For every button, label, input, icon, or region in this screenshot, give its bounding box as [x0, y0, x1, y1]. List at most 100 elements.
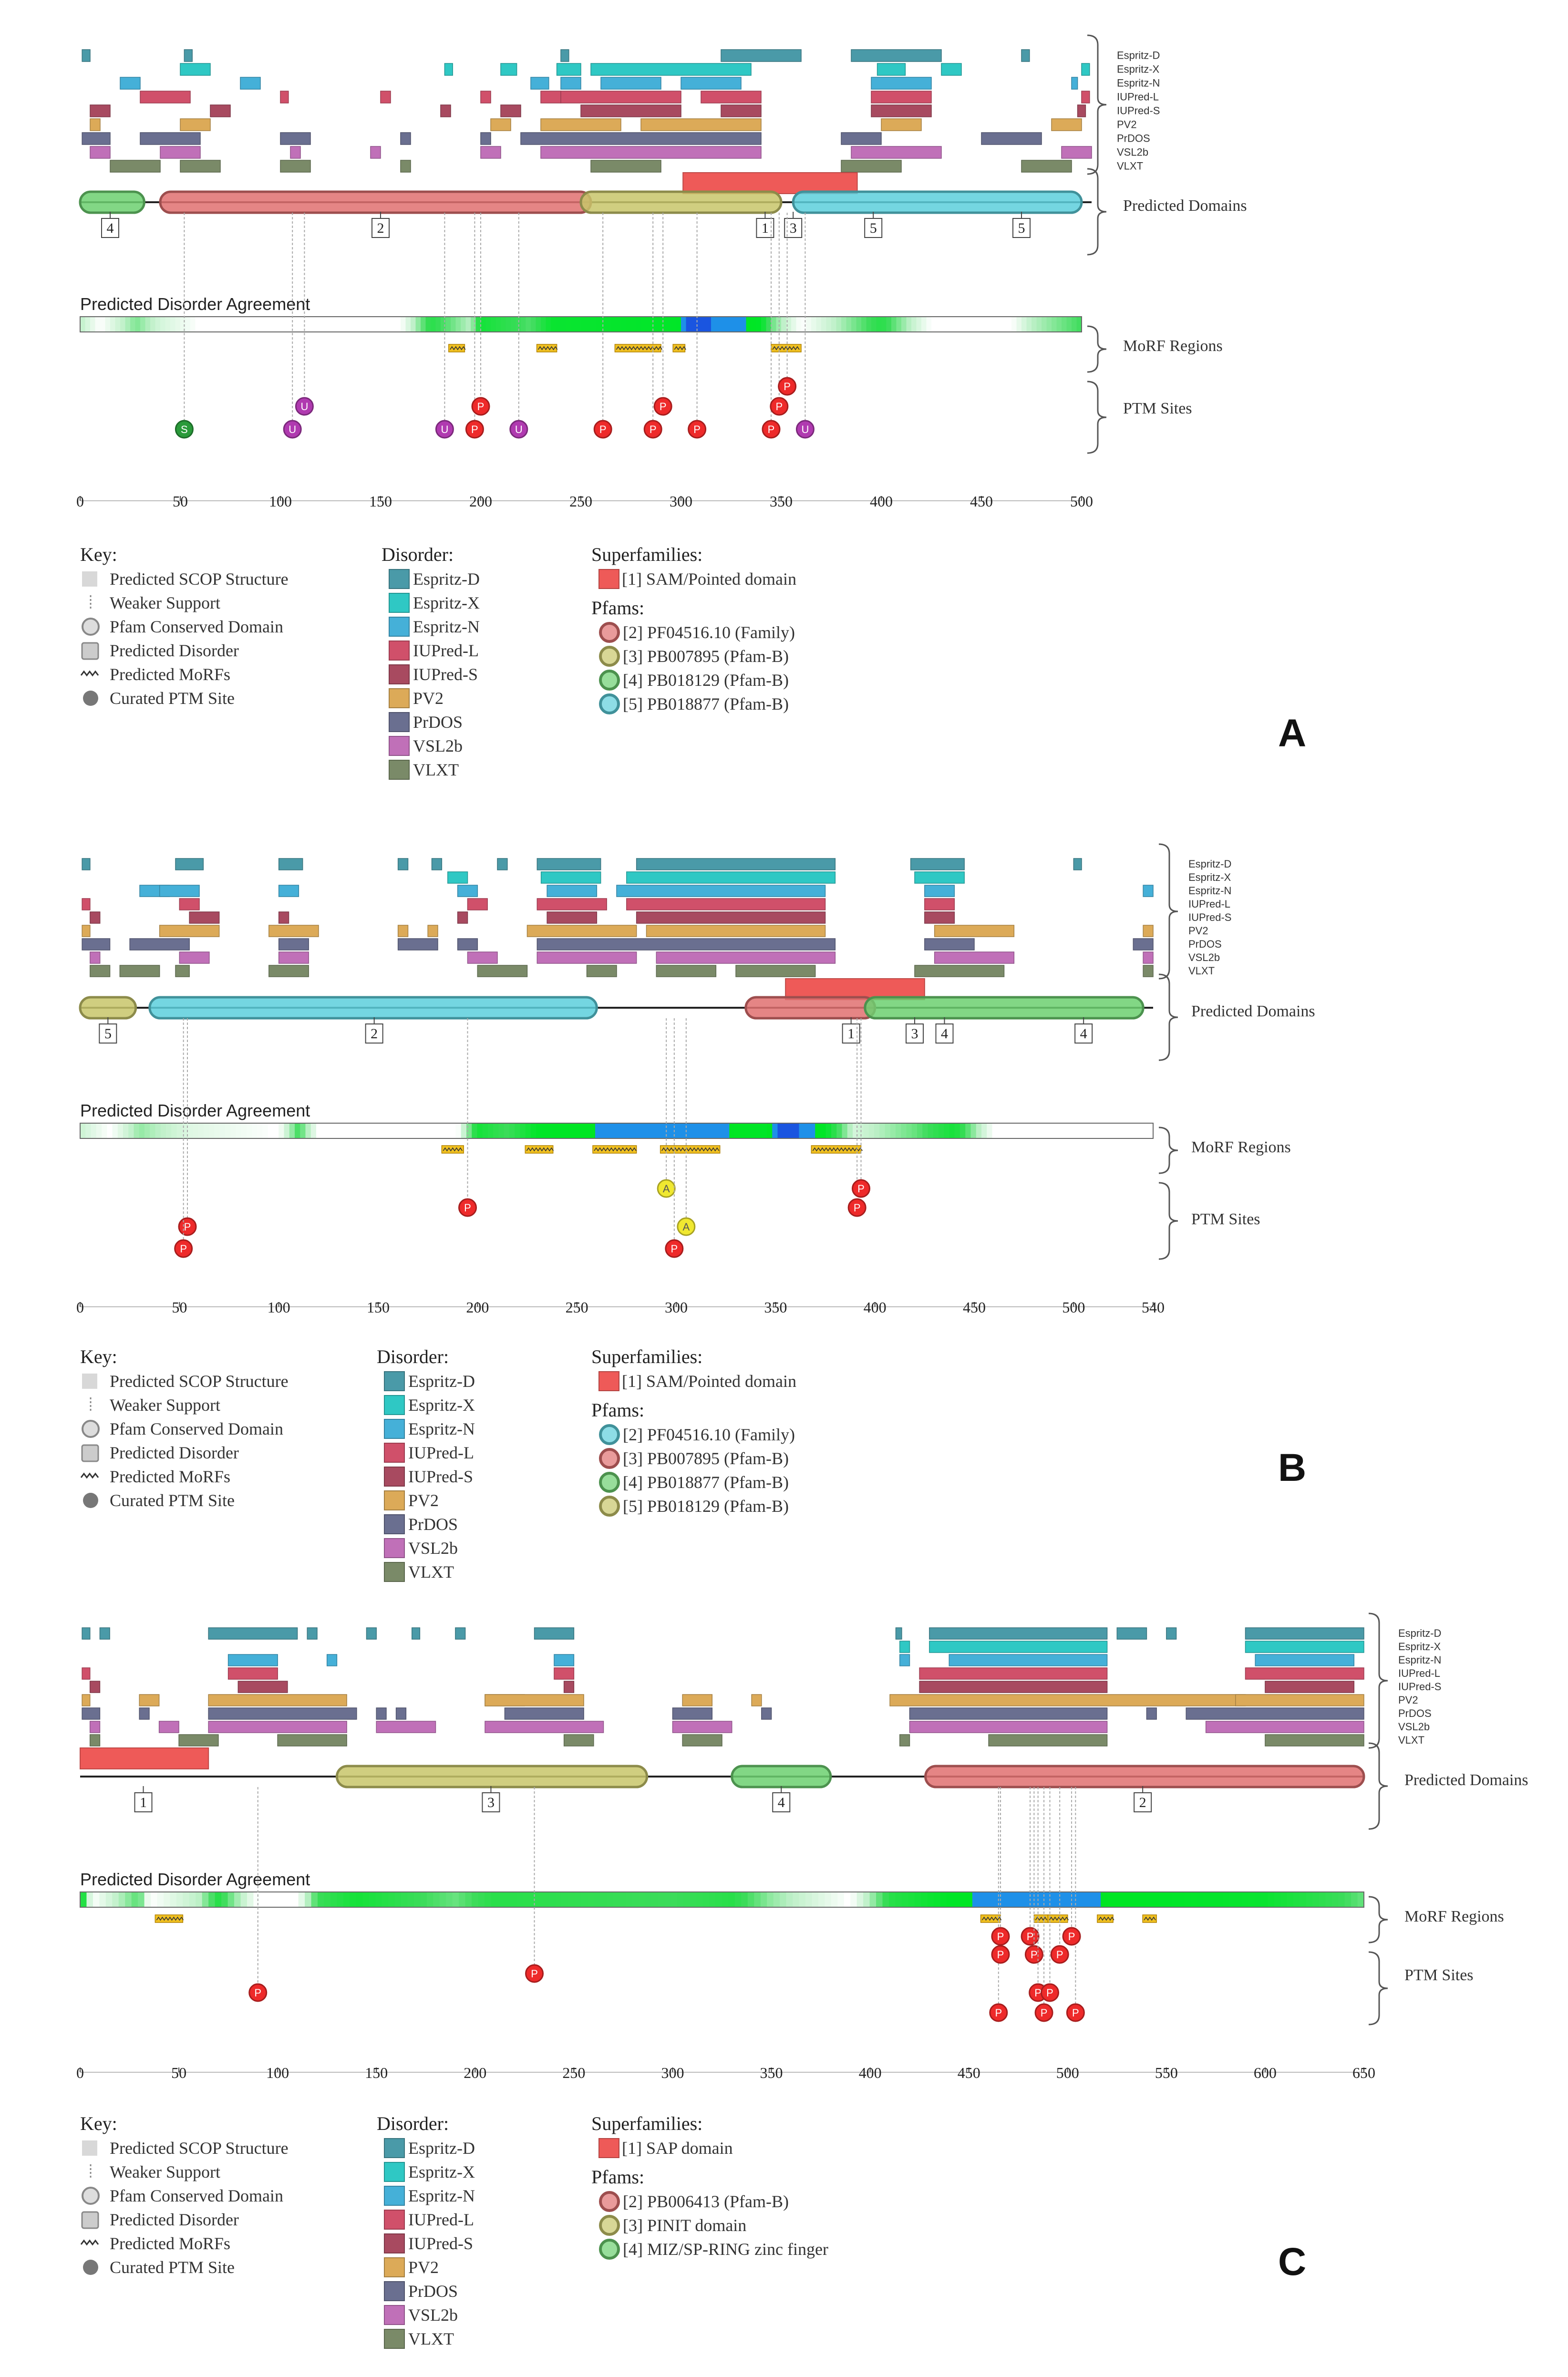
- agreement-cell: [536, 317, 541, 332]
- agreement-cell: [606, 1892, 613, 1907]
- domain-badge-label: 1: [762, 220, 769, 236]
- agreement-cell: [289, 1123, 295, 1138]
- agreement-cell: [439, 1892, 447, 1907]
- agreement-cell: [850, 1892, 857, 1907]
- agreement-cell: [310, 317, 316, 332]
- agreement-cell: [716, 317, 722, 332]
- agreement-cell: [415, 317, 421, 332]
- axis-tick-label: 450: [963, 1299, 986, 1316]
- agreement-cell: [1190, 1892, 1197, 1907]
- agreement-cell: [455, 317, 461, 332]
- disorder-segment-vlxt: [682, 1734, 722, 1747]
- key-item-label: Predicted MoRFs: [110, 1467, 230, 1486]
- agreement-cell: [182, 1123, 188, 1138]
- agreement-cell: [343, 1123, 349, 1138]
- agreement-cell: [589, 1123, 596, 1138]
- agreement-cell: [917, 1123, 923, 1138]
- pfam-swatch: [599, 1472, 620, 1493]
- agreement-cell: [1062, 1123, 1068, 1138]
- agreement-cell: [150, 1123, 156, 1138]
- agreement-cell: [488, 1123, 494, 1138]
- axis-tick-label: 100: [269, 493, 292, 510]
- agreement-cell: [1126, 1892, 1134, 1907]
- ptm-site: [175, 420, 194, 439]
- disorder-segment-espritz-d: [431, 858, 443, 870]
- agreement-cell: [1051, 1123, 1057, 1138]
- agreement-cell: [1081, 1892, 1089, 1907]
- disorder-segment-iupred-l: [380, 91, 391, 103]
- agreement-cell: [626, 317, 631, 332]
- agreement-cell: [595, 1123, 601, 1138]
- agreement-cell: [661, 317, 667, 332]
- agreement-cell: [1104, 1123, 1111, 1138]
- agreement-cell: [761, 1123, 767, 1138]
- ptm-brace: [1087, 381, 1107, 454]
- axis-tick-label: 250: [562, 2064, 585, 2081]
- disorder-segment-prdos: [457, 938, 478, 951]
- ptm-brace: [1158, 1182, 1178, 1260]
- disorder-legend-swatch: [389, 760, 410, 780]
- pfam-domain-3: [744, 996, 877, 1020]
- agreement-cell: [335, 317, 341, 332]
- agreement-cell: [1203, 1892, 1210, 1907]
- agreement-cell: [531, 317, 536, 332]
- agreement-cell: [574, 1123, 580, 1138]
- agreement-cell: [895, 1892, 902, 1907]
- ptm-site: [770, 397, 789, 416]
- pfam-label: [3] PB007895 (Pfam-B): [623, 1449, 789, 1468]
- disorder-legend-label: Espritz-X: [408, 1395, 475, 1415]
- ptm-letter: A: [663, 1183, 670, 1195]
- panel-label: C: [1278, 2240, 1306, 2284]
- agreement-cell: [375, 1123, 381, 1138]
- agreement-cell: [561, 317, 567, 332]
- agreement-cell: [831, 1892, 838, 1907]
- agreement-cell: [820, 1123, 826, 1138]
- agreement-cell: [966, 1892, 973, 1907]
- agreement-cell: [1209, 1892, 1217, 1907]
- ptm-label: PTM Sites: [1123, 400, 1192, 417]
- ptm-letter: P: [1046, 1987, 1053, 1999]
- disorder-segment-pv2: [139, 1694, 160, 1706]
- disorder-tracks: [82, 1627, 1364, 1747]
- agreement-cell: [381, 317, 386, 332]
- agreement-cell: [351, 317, 356, 332]
- axis-tick-label: 500: [1056, 2064, 1079, 2081]
- agreement-cell: [702, 1123, 709, 1138]
- disorder-segment-iupred-s: [90, 911, 101, 924]
- disorder-segment-vsl2b: [370, 146, 381, 159]
- agreement-cell: [934, 1892, 941, 1907]
- disorder-segment-espritz-n: [616, 885, 826, 897]
- superfamily-label: [1] SAM/Pointed domain: [622, 1372, 796, 1391]
- agreement-cell: [961, 317, 967, 332]
- disorder-segment-espritz-d: [721, 49, 802, 62]
- track-label: Espritz-N: [1117, 77, 1160, 89]
- pfam-swatch: [599, 2215, 620, 2236]
- agreement-cell: [145, 317, 151, 332]
- agreement-cell: [225, 317, 231, 332]
- disorder-segment-vsl2b: [290, 146, 301, 159]
- agreement-cell: [972, 1892, 980, 1907]
- track-label: Espritz-X: [1117, 63, 1160, 75]
- agreement-cell: [330, 317, 336, 332]
- disorder-legend: Disorder: Espritz-D Espritz-X Espritz-N IUPr…: [377, 2113, 475, 2349]
- disorder-segment-vsl2b: [208, 1721, 347, 1733]
- agreement-cell: [110, 317, 116, 332]
- disorder-segment-espritz-d: [366, 1627, 377, 1640]
- disorder-segment-prdos: [129, 938, 190, 951]
- axis-tick-label: 150: [367, 1299, 390, 1316]
- agreement-cell: [1011, 1892, 1018, 1907]
- agreement-cell: [423, 1123, 430, 1138]
- key-item-label: Predicted MoRFs: [110, 665, 230, 684]
- agreement-cell: [701, 317, 707, 332]
- agreement-cell: [120, 317, 126, 332]
- morf-zigzag: [156, 1916, 184, 1921]
- agreement-cell: [586, 317, 591, 332]
- disorder-segment-vlxt: [90, 965, 111, 977]
- pfam-domain-2: [148, 996, 598, 1020]
- domain-badge-box: [371, 218, 390, 238]
- agreement-cell: [885, 1123, 891, 1138]
- track-label: VSL2b: [1188, 951, 1220, 963]
- agreement-cell: [713, 1123, 719, 1138]
- ptm-site: [1066, 2003, 1085, 2022]
